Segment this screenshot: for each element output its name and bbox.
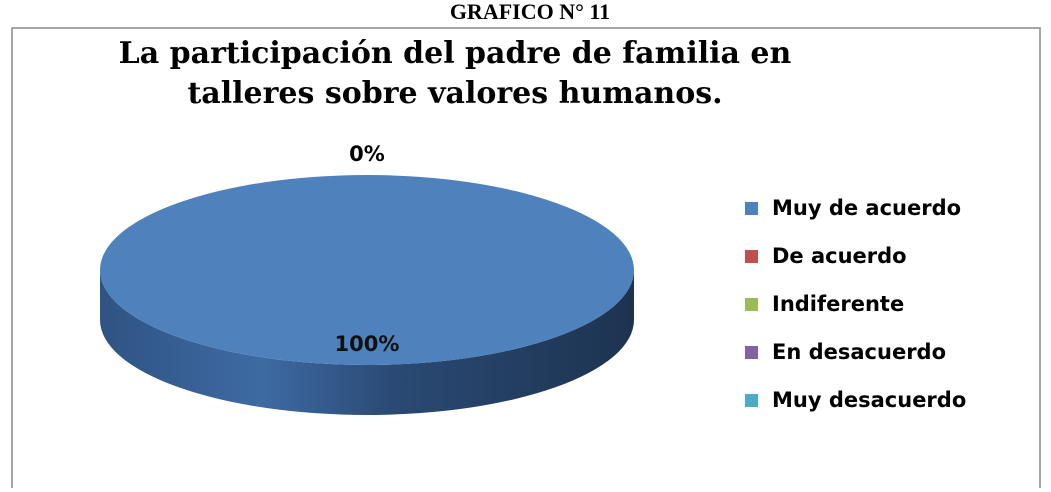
legend-label: Indiferente: [772, 292, 904, 316]
pie-slice: [100, 175, 634, 365]
data-label: 100%: [335, 332, 400, 356]
legend-label: Muy desacuerdo: [772, 388, 966, 412]
legend-swatch: [745, 250, 758, 263]
legend-label: De acuerdo: [772, 244, 907, 268]
legend-swatch: [745, 394, 758, 407]
chart-title: La participación del padre de familia en…: [119, 36, 792, 111]
legend-swatch: [745, 202, 758, 215]
data-label: 0%: [349, 142, 385, 166]
legend-label: Muy de acuerdo: [772, 196, 961, 220]
legend-swatch: [745, 346, 758, 359]
pie-side: [100, 270, 634, 415]
legend-label: En desacuerdo: [772, 340, 946, 364]
chart-heading: GRAFICO N° 11: [450, 0, 610, 24]
legend-swatch: [745, 298, 758, 311]
